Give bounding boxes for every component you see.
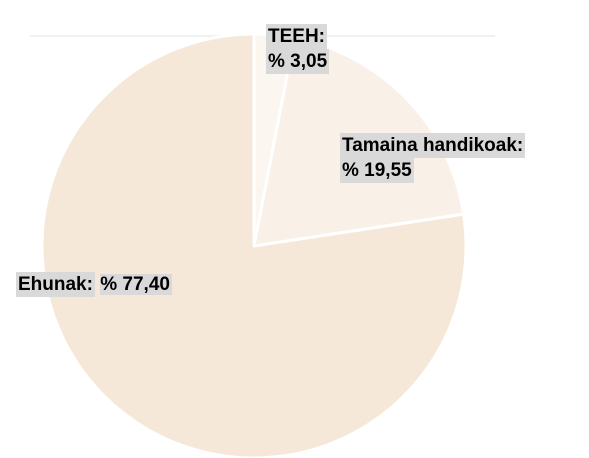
slice-label-tamaina-handikoak-name: Tamaina handikoak: — [340, 133, 526, 158]
slice-label-ehunak-name: Ehunak: — [16, 272, 95, 297]
pie-slice-ehunak — [40, 32, 468, 458]
slice-label-teeh: TEEH: % 3,05 — [266, 24, 330, 74]
slice-label-teeh-value: % 3,05 — [266, 49, 330, 74]
slice-label-teeh-name: TEEH: — [266, 24, 327, 49]
slice-label-tamaina-handikoak-value: % 19,55 — [340, 158, 414, 183]
pie-slices — [40, 32, 468, 458]
slice-label-ehunak: Ehunak: % 77,40 — [16, 272, 172, 297]
slice-label-ehunak-value: % 77,40 — [100, 274, 172, 295]
slice-label-tamaina-handikoak: Tamaina handikoak: % 19,55 — [340, 133, 526, 183]
